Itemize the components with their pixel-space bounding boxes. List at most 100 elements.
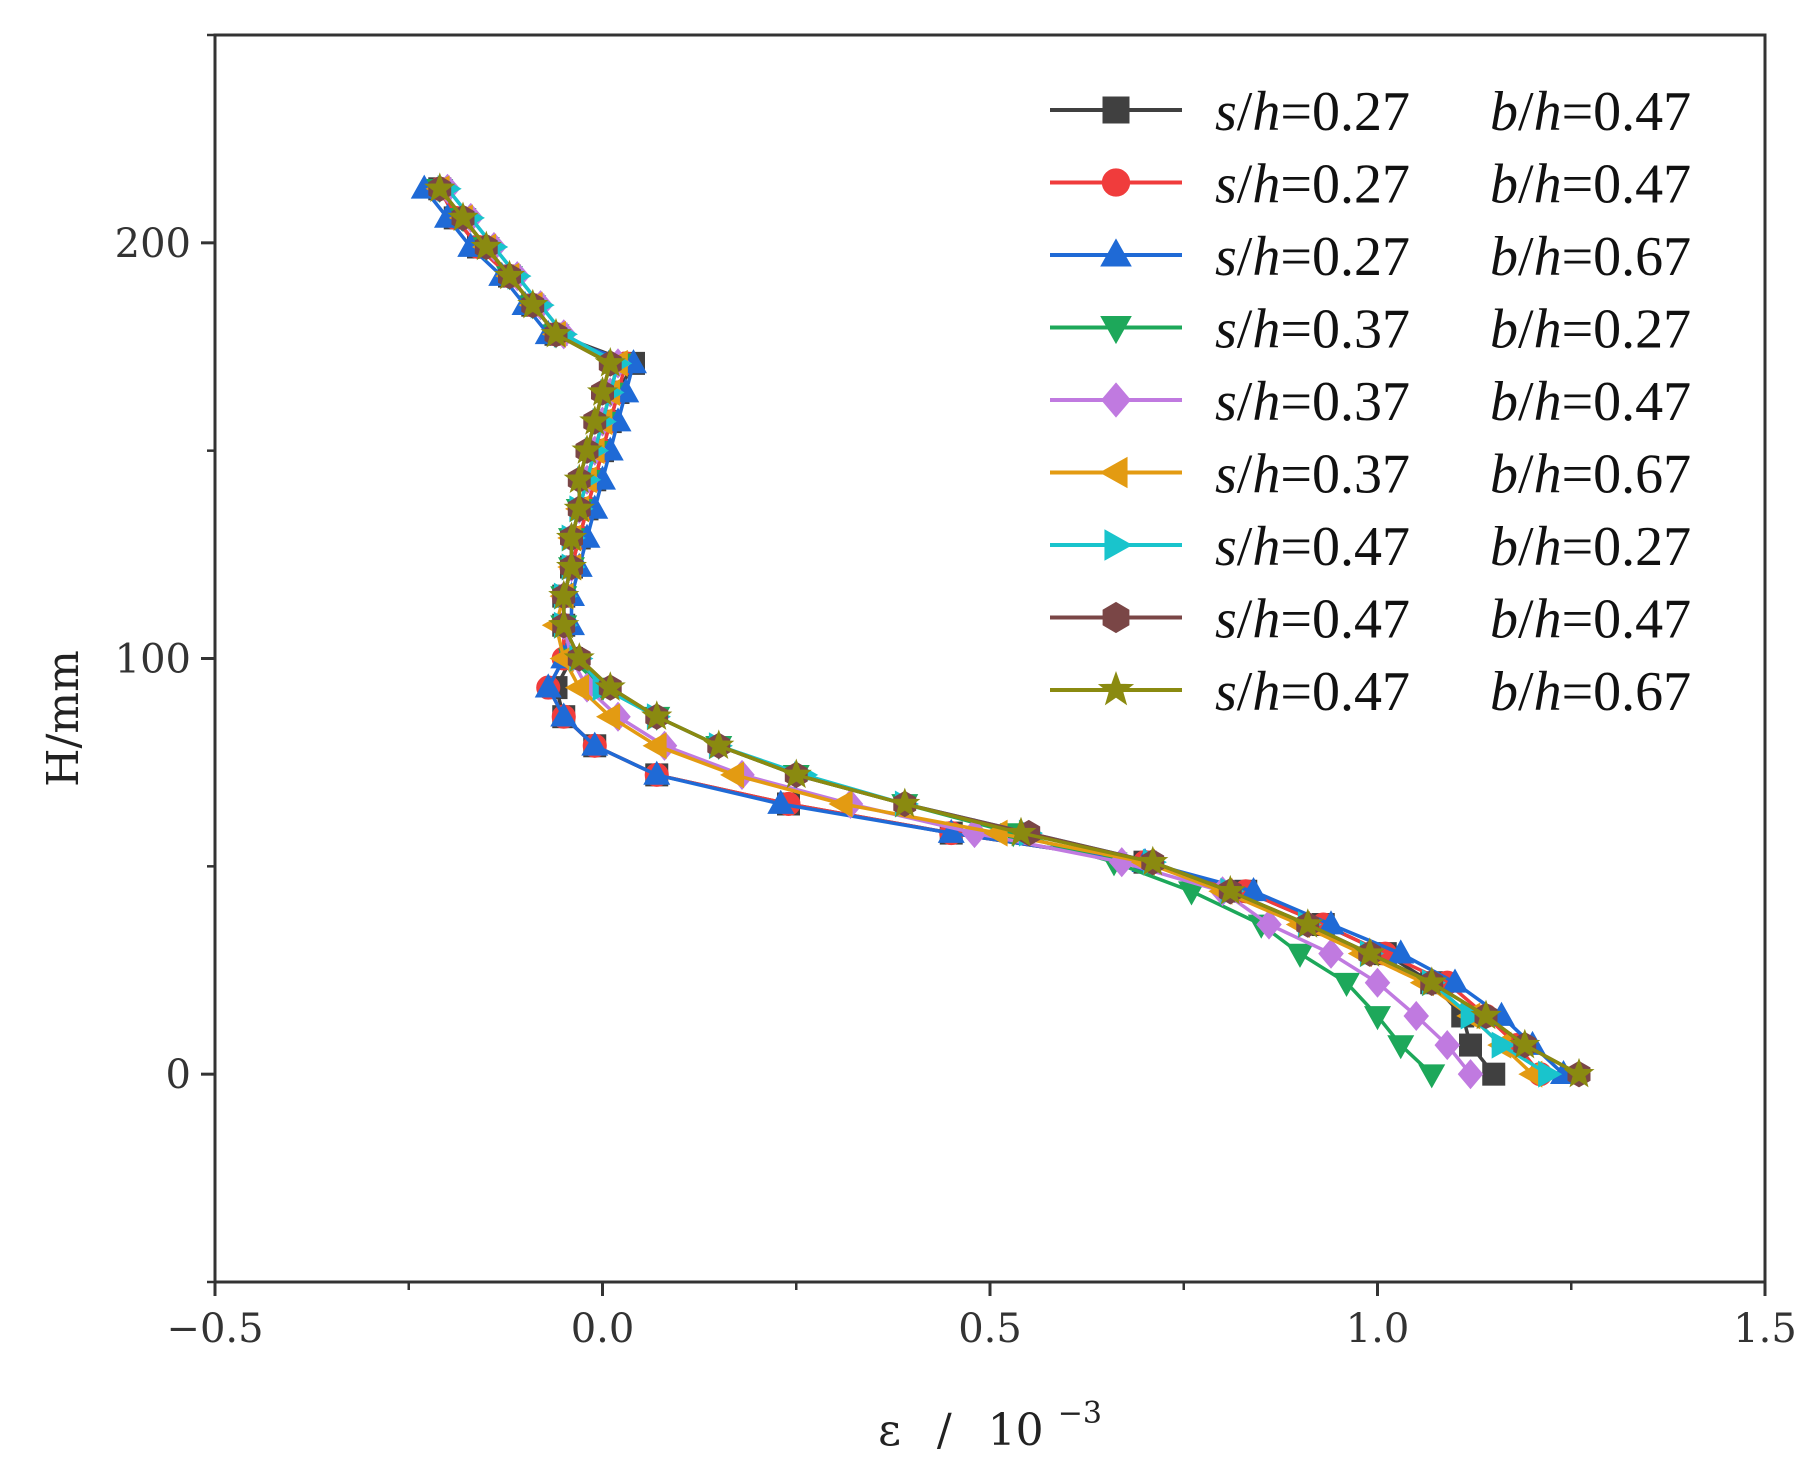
legend-label: s/h=0.27 xyxy=(1215,154,1410,216)
legend-h-var: h xyxy=(1252,661,1280,723)
legend-s-var: s xyxy=(1215,589,1237,651)
legend-h-var: h xyxy=(1252,589,1280,651)
legend-h-var: h xyxy=(1534,516,1562,578)
legend-entry: s/h=0.37 b/h=0.67 xyxy=(1050,444,1691,506)
data-point xyxy=(548,608,580,639)
data-point xyxy=(1459,1033,1482,1057)
legend-label-b: b/h=0.47 xyxy=(1490,589,1691,651)
legend-label: s/h=0.37 xyxy=(1215,371,1410,433)
data-point xyxy=(703,729,735,760)
legend-h-var: h xyxy=(1252,371,1280,433)
legend-label-b: b/h=0.47 xyxy=(1490,371,1691,433)
x-axis-title-sep: / xyxy=(937,1405,952,1456)
legend-slash: / xyxy=(1237,516,1253,578)
legend-b-var: b xyxy=(1490,226,1518,288)
legend-slash: / xyxy=(1518,226,1534,288)
data-point xyxy=(596,703,621,731)
legend-label: s/h=0.47 xyxy=(1215,589,1410,651)
data-point xyxy=(1418,1064,1446,1089)
series-layer xyxy=(410,172,1595,1090)
legend-h-var: h xyxy=(1534,81,1562,143)
legend-h-var: h xyxy=(1534,226,1562,288)
legend-slash: / xyxy=(1237,299,1253,361)
legend-s-var: s xyxy=(1215,516,1237,578)
legend-h-var: h xyxy=(1252,154,1280,216)
y-tick-label: 0 xyxy=(166,1052,191,1098)
data-point xyxy=(643,760,671,785)
legend-label-b: b/h=0.27 xyxy=(1490,299,1691,361)
y-tick-label: 100 xyxy=(115,637,191,683)
legend-label: s/h=0.47 xyxy=(1215,516,1410,578)
legend-s-value: =0.47 xyxy=(1280,516,1410,578)
legend-s-value: =0.27 xyxy=(1280,81,1410,143)
legend-b-value: =0.67 xyxy=(1562,444,1692,506)
legend-s-var: s xyxy=(1215,226,1237,288)
legend-s-value: =0.27 xyxy=(1280,154,1410,216)
data-point xyxy=(571,434,603,464)
legend-slash: / xyxy=(1518,661,1534,723)
x-axis-title-exponent: −3 xyxy=(1058,1396,1102,1431)
data-point xyxy=(1102,96,1130,124)
legend-entry: s/h=0.37 b/h=0.27 xyxy=(1050,299,1691,361)
legend-slash: / xyxy=(1237,661,1253,723)
data-point xyxy=(767,789,795,814)
x-tick-label: 1.0 xyxy=(1346,1306,1410,1352)
legend-s-var: s xyxy=(1215,371,1237,433)
data-point xyxy=(1137,845,1169,876)
legend-slash: / xyxy=(1237,154,1253,216)
legend-h-var: h xyxy=(1534,661,1562,723)
legend-s-var: s xyxy=(1215,154,1237,216)
legend-entry: s/h=0.47 b/h=0.47 xyxy=(1050,589,1691,651)
data-point xyxy=(563,642,595,672)
y-axis-title: H/mm xyxy=(38,650,89,787)
legend-label: s/h=0.27 xyxy=(1215,81,1410,143)
data-point xyxy=(555,521,588,552)
data-point xyxy=(1363,1006,1392,1031)
legend-h-var: h xyxy=(1534,154,1562,216)
data-point xyxy=(447,201,479,232)
legend-label: s/h=0.47 xyxy=(1215,661,1410,723)
legend-b-value: =0.27 xyxy=(1562,299,1692,361)
data-point xyxy=(1101,382,1131,418)
data-point xyxy=(581,731,609,756)
legend-entry: s/h=0.47 b/h=0.27 xyxy=(1050,516,1691,578)
data-point xyxy=(1387,939,1415,964)
legend-entry: s/h=0.37 b/h=0.47 xyxy=(1050,371,1691,433)
data-point xyxy=(1457,1059,1484,1090)
data-point xyxy=(1099,456,1128,489)
data-point xyxy=(780,758,812,789)
data-point xyxy=(555,550,588,581)
legend-h-var: h xyxy=(1534,371,1562,433)
legend-b-var: b xyxy=(1490,299,1518,361)
legend-slash: / xyxy=(1237,226,1253,288)
data-point xyxy=(579,405,611,435)
data-point xyxy=(1416,966,1448,996)
legend-entry: s/h=0.27 b/h=0.47 xyxy=(1050,154,1691,216)
x-axis-title-symbol: ε xyxy=(878,1405,901,1456)
legend-s-value: =0.37 xyxy=(1280,444,1410,506)
data-point xyxy=(1434,1029,1461,1061)
legend-h-var: h xyxy=(1252,516,1280,578)
x-tick-label: 0.0 xyxy=(571,1306,635,1352)
legend-slash: / xyxy=(1518,444,1534,506)
data-point xyxy=(1100,238,1132,267)
legend-slash: / xyxy=(1518,371,1534,433)
x-axis-title-unit: 10 xyxy=(988,1405,1044,1456)
legend-entry: s/h=0.47 b/h=0.67 xyxy=(1050,661,1691,723)
data-point xyxy=(550,702,578,727)
data-point xyxy=(1104,529,1133,561)
legend-b-var: b xyxy=(1490,516,1518,578)
x-axis-title: ε / 10 −3 xyxy=(878,1396,1102,1456)
legend-label-b: b/h=0.47 xyxy=(1490,81,1691,143)
data-point xyxy=(1214,874,1246,905)
x-tick-label: −0.5 xyxy=(166,1306,263,1352)
data-point xyxy=(937,818,965,843)
legend-label: s/h=0.37 xyxy=(1215,444,1410,506)
data-point xyxy=(1387,1035,1415,1060)
legend-entry: s/h=0.27 b/h=0.67 xyxy=(1050,226,1691,288)
data-point xyxy=(563,492,595,523)
legend-label-b: b/h=0.47 xyxy=(1490,154,1691,216)
legend-label: s/h=0.27 xyxy=(1215,226,1410,288)
legend-slash: / xyxy=(1237,81,1253,143)
